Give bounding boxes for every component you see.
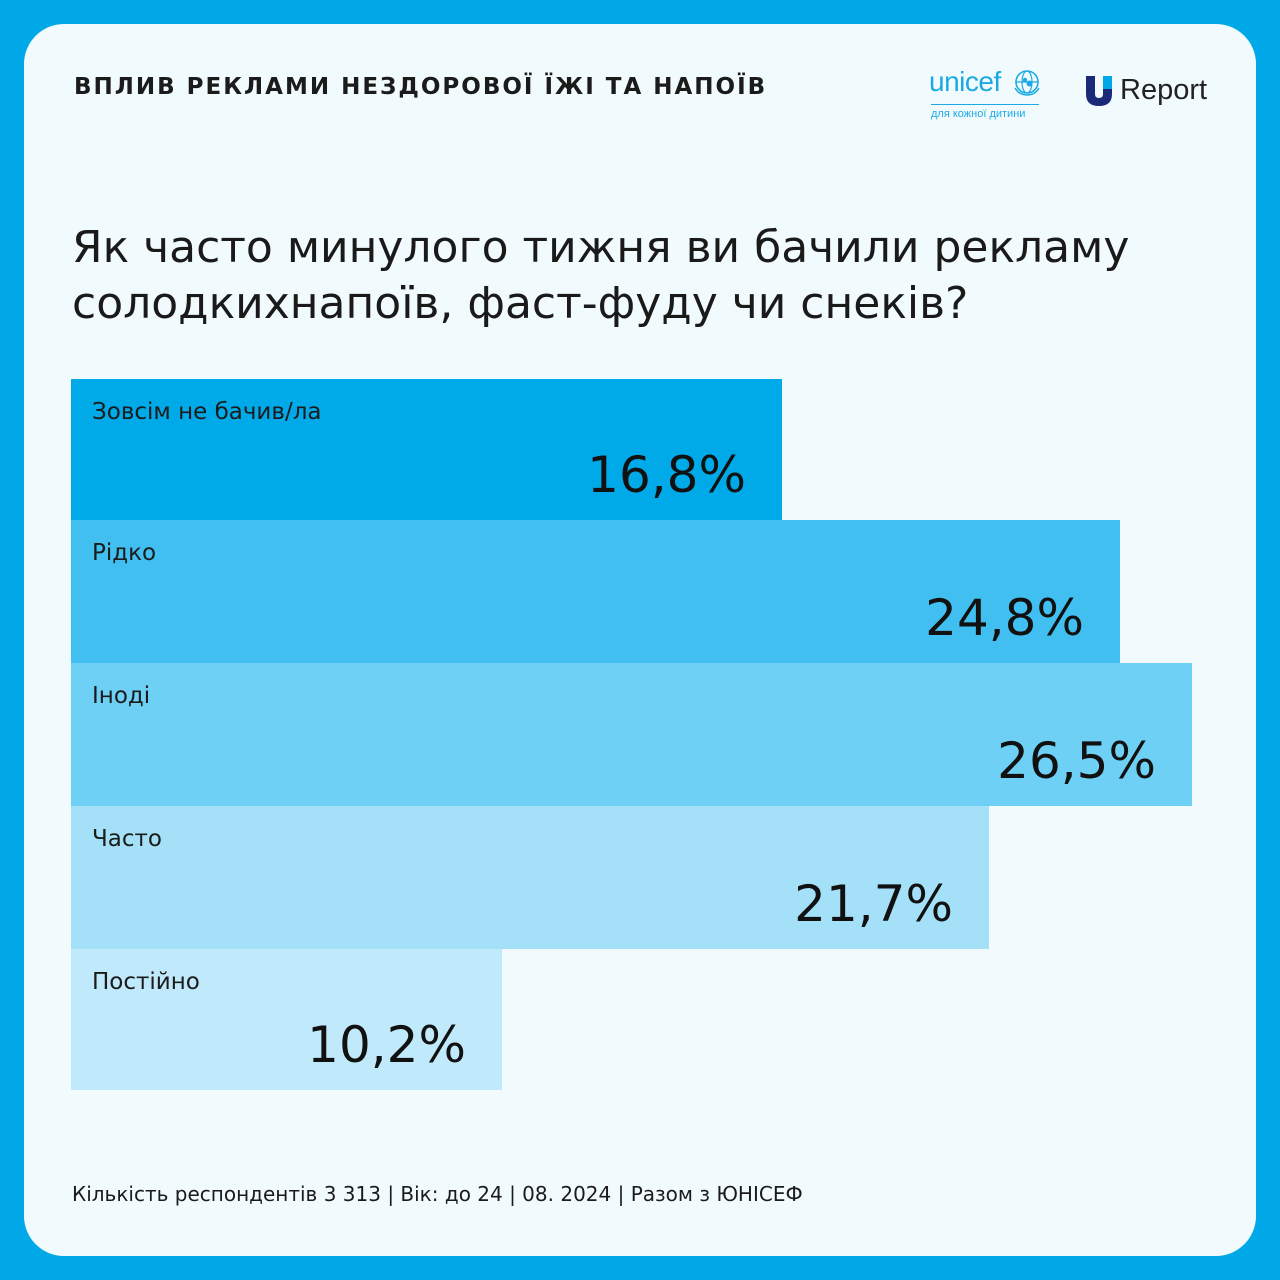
bar-category-label: Часто xyxy=(92,826,162,852)
bar-1: Зовсім не бачив/ла 16,8% xyxy=(71,379,782,520)
bar-category-label: Іноді xyxy=(92,683,151,709)
unicef-divider xyxy=(931,104,1039,105)
unicef-tagline: для кожної дитини xyxy=(931,108,1026,120)
question-line-2: солодкихнапоїв, фаст-фуду чи снеків? xyxy=(72,278,969,329)
bar-3: Іноді 26,5% xyxy=(71,663,1192,806)
unicef-wordmark: unicef xyxy=(929,66,1001,97)
bar-chart: Зовсім не бачив/ла 16,8% Рідко 24,8% Іноді 26… xyxy=(71,379,1201,1094)
question-line-1: Як часто минулого тижня ви бачили реклам… xyxy=(72,222,1130,273)
bar-value-label: 16,8% xyxy=(587,446,746,504)
bar-value-label: 10,2% xyxy=(307,1016,466,1074)
bar-value-label: 24,8% xyxy=(925,589,1084,647)
infographic-card: ВПЛИВ РЕКЛАМИ НЕЗДОРОВОЇ ЇЖІ ТА НАПОЇВ u… xyxy=(24,24,1256,1256)
ureport-wordmark: Report xyxy=(1120,74,1208,106)
bar-5: Постійно 10,2% xyxy=(71,949,502,1090)
bar-category-label: Рідко xyxy=(92,540,157,566)
bar-category-label: Зовсім не бачив/ла xyxy=(92,399,322,425)
bar-category-label: Постійно xyxy=(92,969,200,995)
ureport-u-icon xyxy=(1086,76,1112,106)
footer-note: Кількість респондентів 3 313 | Вік: до 2… xyxy=(72,1182,803,1206)
bar-2: Рідко 24,8% xyxy=(71,520,1120,663)
unicef-globe-icon xyxy=(1014,70,1040,96)
bar-4: Часто 21,7% xyxy=(71,806,989,949)
survey-question: Як часто минулого тижня ви бачили реклам… xyxy=(72,220,1222,332)
unicef-logo: unicef для кожної дитини xyxy=(929,62,1044,124)
bar-value-label: 21,7% xyxy=(794,875,953,933)
bar-value-label: 26,5% xyxy=(997,732,1156,790)
header-title: ВПЛИВ РЕКЛАМИ НЕЗДОРОВОЇ ЇЖІ ТА НАПОЇВ xyxy=(74,74,768,100)
